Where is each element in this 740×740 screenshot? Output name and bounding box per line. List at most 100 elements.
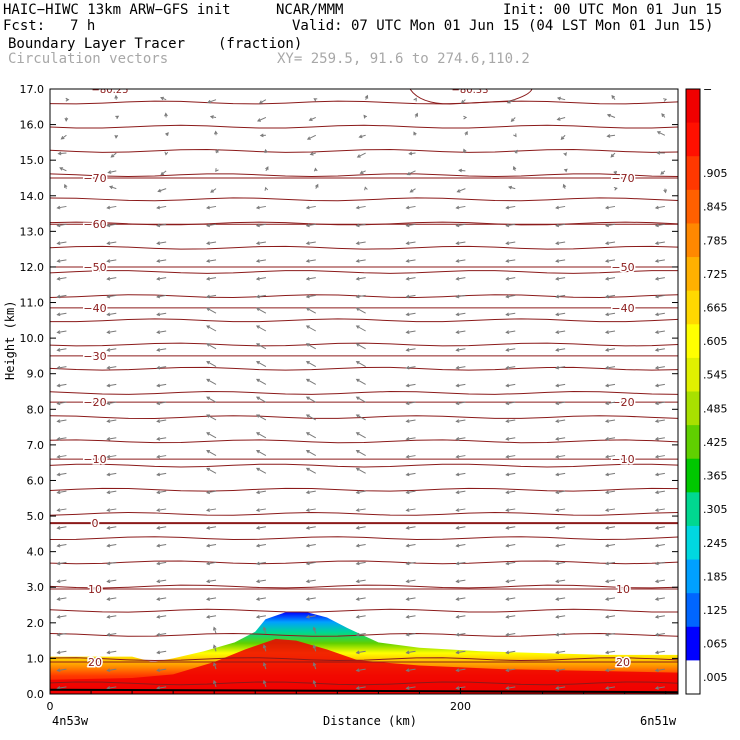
circulation-vector-head [255,294,260,299]
circulation-vector [657,131,666,136]
circulation-vector-head [56,259,61,263]
circulation-vector-head [455,276,460,281]
circulation-vector-head [604,525,609,530]
circulation-vector [605,455,616,458]
circulation-vector [57,205,67,209]
circulation-vector [157,241,167,245]
circulation-vector-head [256,118,261,122]
circulation-vector [306,241,316,245]
circulation-vector-head [156,276,161,281]
circulation-vector-head [405,241,410,245]
colorbar-segment [686,593,700,628]
circulation-vector-head [106,241,111,245]
circulation-vector-head [455,508,460,512]
upper-closed-contour [409,89,533,105]
isotherm-label: −10 [611,453,634,466]
colorbar-segment [686,89,700,124]
circulation-vector [306,615,316,618]
circulation-vector-head [455,525,460,530]
circulation-vector [206,343,217,350]
circulation-vector [157,294,167,298]
circulation-vector-head [56,668,61,673]
circulation-vector [157,472,167,476]
circulation-vector [356,414,366,421]
circulation-vector-head [355,467,360,472]
circulation-vector-head [355,205,360,210]
circulation-vector-head [654,579,659,584]
circulation-vector-head [405,330,410,334]
circulation-vector-head [255,396,260,400]
circulation-vector-head [305,361,310,365]
circulation-vector-head [262,644,267,649]
circulation-vector-head [56,632,61,637]
circulation-vector [256,579,266,583]
circulation-vector-head [56,401,61,406]
circulation-vector [259,99,267,104]
circulation-vector-head [355,241,360,245]
circulation-vector [306,378,317,385]
circulation-vector [456,633,466,636]
circulation-vector-head [305,561,310,566]
circulation-vector-head [604,597,609,601]
circulation-vector [57,544,67,547]
circulation-vector [157,597,167,600]
circulation-vector [206,277,217,280]
circulation-vector-head [207,99,212,104]
circulation-vector [605,259,616,262]
circulation-vector [655,579,665,583]
circulation-vector [556,259,566,262]
circulation-vector-head [355,294,360,299]
circulation-vector-head [255,307,260,312]
circulation-vector-head [663,189,667,194]
circulation-vector [206,597,217,600]
circulation-vector [57,490,67,494]
y-tick-label: 1.0 [27,652,45,665]
circulation-vector-head [455,294,460,299]
isotherm-line [50,512,678,516]
circulation-vector [107,294,117,298]
circulation-vector [605,277,616,280]
circulation-vector [206,205,217,209]
colorbar-label: .545 [703,369,728,382]
circulation-vector-head [106,454,111,459]
circulation-vector-head [255,223,260,228]
circulation-vector-head [56,614,61,619]
circulation-vector [306,414,317,421]
circulation-vector [605,650,616,654]
circulation-vector-head [660,171,665,175]
circulation-vector-head [455,205,460,210]
circulation-vector [506,437,516,440]
circulation-vector-head [106,294,111,299]
circulation-vector [655,330,665,333]
circulation-vector-head [259,133,264,138]
circulation-vector-head [405,454,410,459]
isotherm-label: 20 [88,656,102,669]
circulation-vector-head [405,383,410,388]
circulation-vector [456,205,466,209]
circulation-vector [107,223,117,227]
circulation-vector [456,330,466,333]
circulation-vector-head [106,490,111,495]
circulation-vector-head [654,383,659,388]
circulation-vector-head [654,437,659,441]
circulation-vector-head [555,597,560,601]
circulation-vector [556,686,566,689]
circulation-vector [506,490,516,494]
circulation-vector-head [60,135,65,140]
circulation-vector [556,544,566,547]
circulation-vector [556,615,566,618]
circulation-vector [506,223,516,227]
circulation-vector [556,597,566,600]
circulation-vector-head [405,401,410,406]
y-tick-label: 0.0 [27,688,45,701]
circulation-vector [107,205,117,209]
circulation-vector-head [508,185,513,190]
circulation-vector [506,455,516,458]
circulation-vector-head [405,614,410,619]
circulation-vector [655,668,665,672]
circulation-vector [456,561,466,565]
circulation-vector-head [255,343,260,347]
colorbar-label: .725 [703,268,728,281]
circulation-vector-head [56,650,61,655]
circulation-vector-head [206,259,211,263]
